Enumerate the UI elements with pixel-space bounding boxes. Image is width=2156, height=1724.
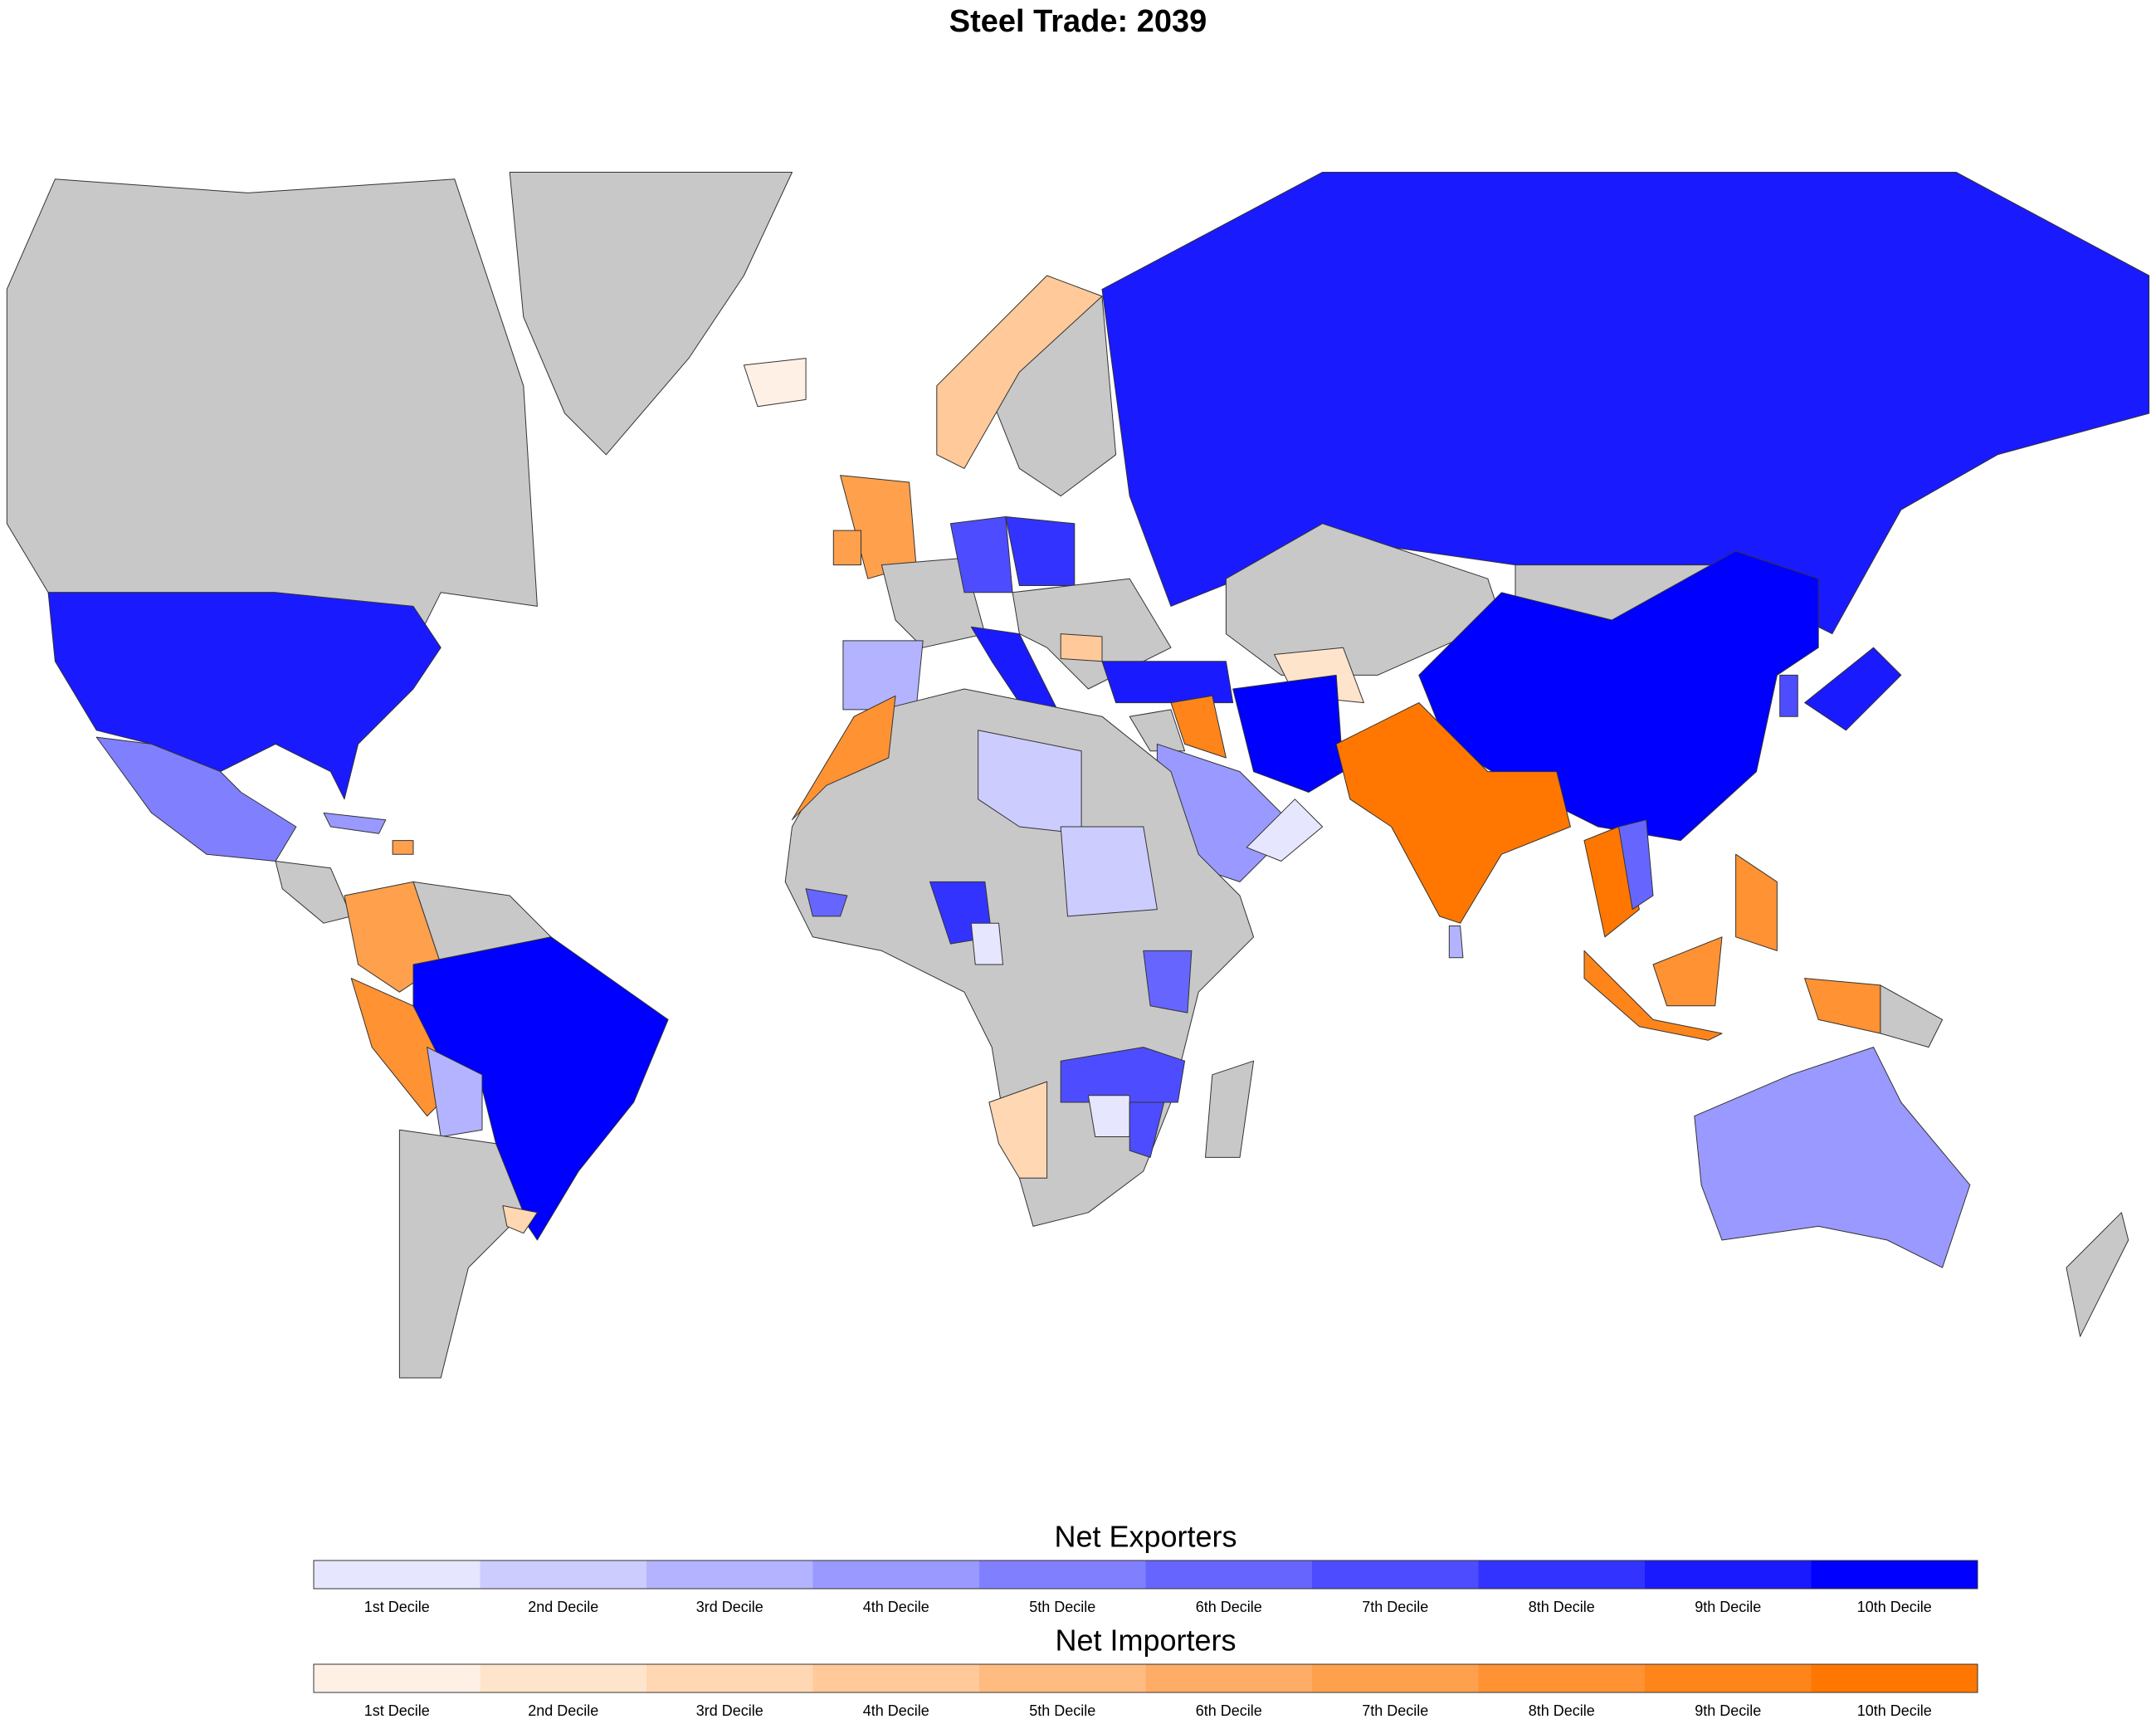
country — [1804, 978, 1881, 1034]
legend-label: 2nd Decile — [528, 1599, 598, 1615]
legend-swatch — [1645, 1664, 1812, 1692]
legend-swatch — [1811, 1560, 1978, 1589]
country — [47, 592, 441, 800]
country — [275, 861, 352, 924]
legend-label: 4th Decile — [863, 1702, 929, 1719]
country — [1060, 826, 1158, 917]
country — [936, 275, 1103, 469]
country — [1005, 516, 1076, 586]
legend-label: 2nd Decile — [528, 1702, 598, 1719]
map-title: Steel Trade: 2039 — [949, 4, 1207, 39]
country — [1101, 172, 2150, 635]
legend-swatch — [812, 1664, 979, 1692]
country — [1129, 1101, 1165, 1158]
country — [842, 640, 924, 711]
legend-swatch — [480, 1560, 646, 1589]
legend-swatch — [646, 1664, 813, 1692]
legend-label: 3rd Decile — [696, 1599, 763, 1615]
legend-label: 9th Decile — [1695, 1702, 1761, 1719]
country — [1246, 799, 1324, 862]
country — [1335, 702, 1571, 924]
legend-title: Net Exporters — [1054, 1520, 1237, 1554]
legend-label: 10th Decile — [1857, 1702, 1932, 1719]
country — [1205, 1060, 1255, 1158]
country — [1143, 950, 1193, 1013]
country — [1101, 661, 1234, 704]
legend-label: 7th Decile — [1362, 1599, 1428, 1615]
legend-label: 5th Decile — [1029, 1599, 1095, 1615]
country — [427, 1047, 483, 1137]
country — [392, 840, 414, 855]
country — [509, 172, 793, 456]
legend-label: 6th Decile — [1196, 1702, 1262, 1719]
legend-label: 4th Decile — [863, 1599, 929, 1615]
country — [1804, 647, 1902, 731]
country — [1618, 819, 1654, 911]
legend-swatch — [1312, 1560, 1479, 1589]
legend-swatch — [979, 1664, 1146, 1692]
legend-swatch — [1312, 1664, 1479, 1692]
legend-swatch — [1811, 1664, 1978, 1692]
legend-label: 8th Decile — [1529, 1702, 1595, 1719]
legend-label: 1st Decile — [364, 1599, 430, 1615]
legend-label: 8th Decile — [1529, 1599, 1595, 1615]
country — [398, 1129, 524, 1379]
country — [792, 695, 896, 821]
country — [988, 1081, 1048, 1179]
country — [1225, 523, 1502, 676]
country — [1129, 709, 1186, 752]
legend-swatch — [480, 1664, 646, 1692]
country — [970, 922, 1003, 965]
legend-swatch — [812, 1560, 979, 1589]
legend-title: Net Importers — [1055, 1624, 1236, 1658]
country — [880, 557, 986, 648]
legend-swatch — [1145, 1664, 1312, 1692]
country — [832, 530, 861, 566]
country — [1087, 1095, 1130, 1137]
legend-label: 7th Decile — [1362, 1702, 1428, 1719]
legend-label: 6th Decile — [1196, 1599, 1262, 1615]
country — [1448, 925, 1464, 959]
country — [6, 178, 538, 648]
legend-swatch — [1645, 1560, 1812, 1589]
country — [1880, 984, 1944, 1048]
legend-label: 10th Decile — [1857, 1599, 1932, 1615]
country — [1735, 853, 1778, 951]
legend-label: 3rd Decile — [696, 1702, 763, 1719]
country — [95, 736, 297, 862]
country — [978, 730, 1082, 834]
legend-swatch — [314, 1560, 480, 1589]
legend-swatch — [1145, 1560, 1312, 1589]
legend-label: 5th Decile — [1029, 1702, 1095, 1719]
country — [743, 358, 807, 408]
legend-swatch — [1478, 1560, 1645, 1589]
world-map — [6, 172, 2150, 1379]
country — [1779, 674, 1798, 717]
legend: Net Exporters 1st Decile 2nd Decile 3rd Dec… — [313, 1520, 1978, 1719]
country — [1060, 633, 1103, 662]
legend-swatch — [979, 1560, 1146, 1589]
country — [502, 1205, 538, 1234]
legend-swatch — [1478, 1664, 1645, 1692]
legend-label: 1st Decile — [364, 1702, 430, 1719]
country — [1232, 674, 1344, 793]
country — [323, 812, 387, 834]
country — [1583, 950, 1723, 1041]
legend-swatch — [314, 1664, 480, 1692]
country — [805, 888, 848, 917]
legend-frame — [313, 1560, 1978, 1590]
country — [1694, 1047, 1971, 1268]
country — [1652, 936, 1723, 1007]
country — [1060, 1047, 1186, 1103]
country — [2066, 1212, 2129, 1337]
legend-label: 9th Decile — [1695, 1599, 1761, 1615]
legend-frame — [313, 1663, 1978, 1693]
legend-swatch — [646, 1560, 813, 1589]
country — [1170, 695, 1227, 759]
